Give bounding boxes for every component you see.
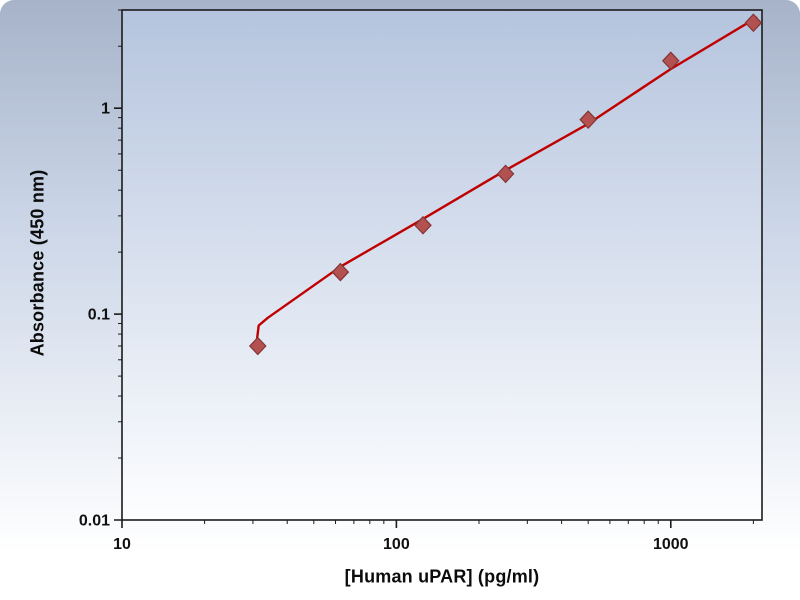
data-point-marker [744, 13, 763, 33]
y-axis-tick-label: 0.01 [79, 513, 110, 530]
data-point-marker [414, 215, 432, 235]
data-point-marker [496, 164, 515, 184]
x-axis-tick-label: 100 [383, 536, 410, 553]
y-axis-tick-label: 0.1 [88, 307, 110, 324]
x-axis-tick-label: 1000 [653, 536, 689, 553]
y-axis-tick-label: 1 [101, 101, 110, 118]
x-axis-tick-label: 10 [113, 536, 131, 553]
y-axis-title: Absorbance (450 nm) [27, 169, 48, 357]
data-point-marker [248, 336, 267, 356]
x-axis-title: [Human uPAR] (pg/ml) [344, 566, 540, 587]
data-point-marker [331, 262, 350, 282]
plot-area [121, 9, 763, 521]
data-point-marker [661, 51, 680, 71]
data-point-marker [579, 110, 598, 130]
